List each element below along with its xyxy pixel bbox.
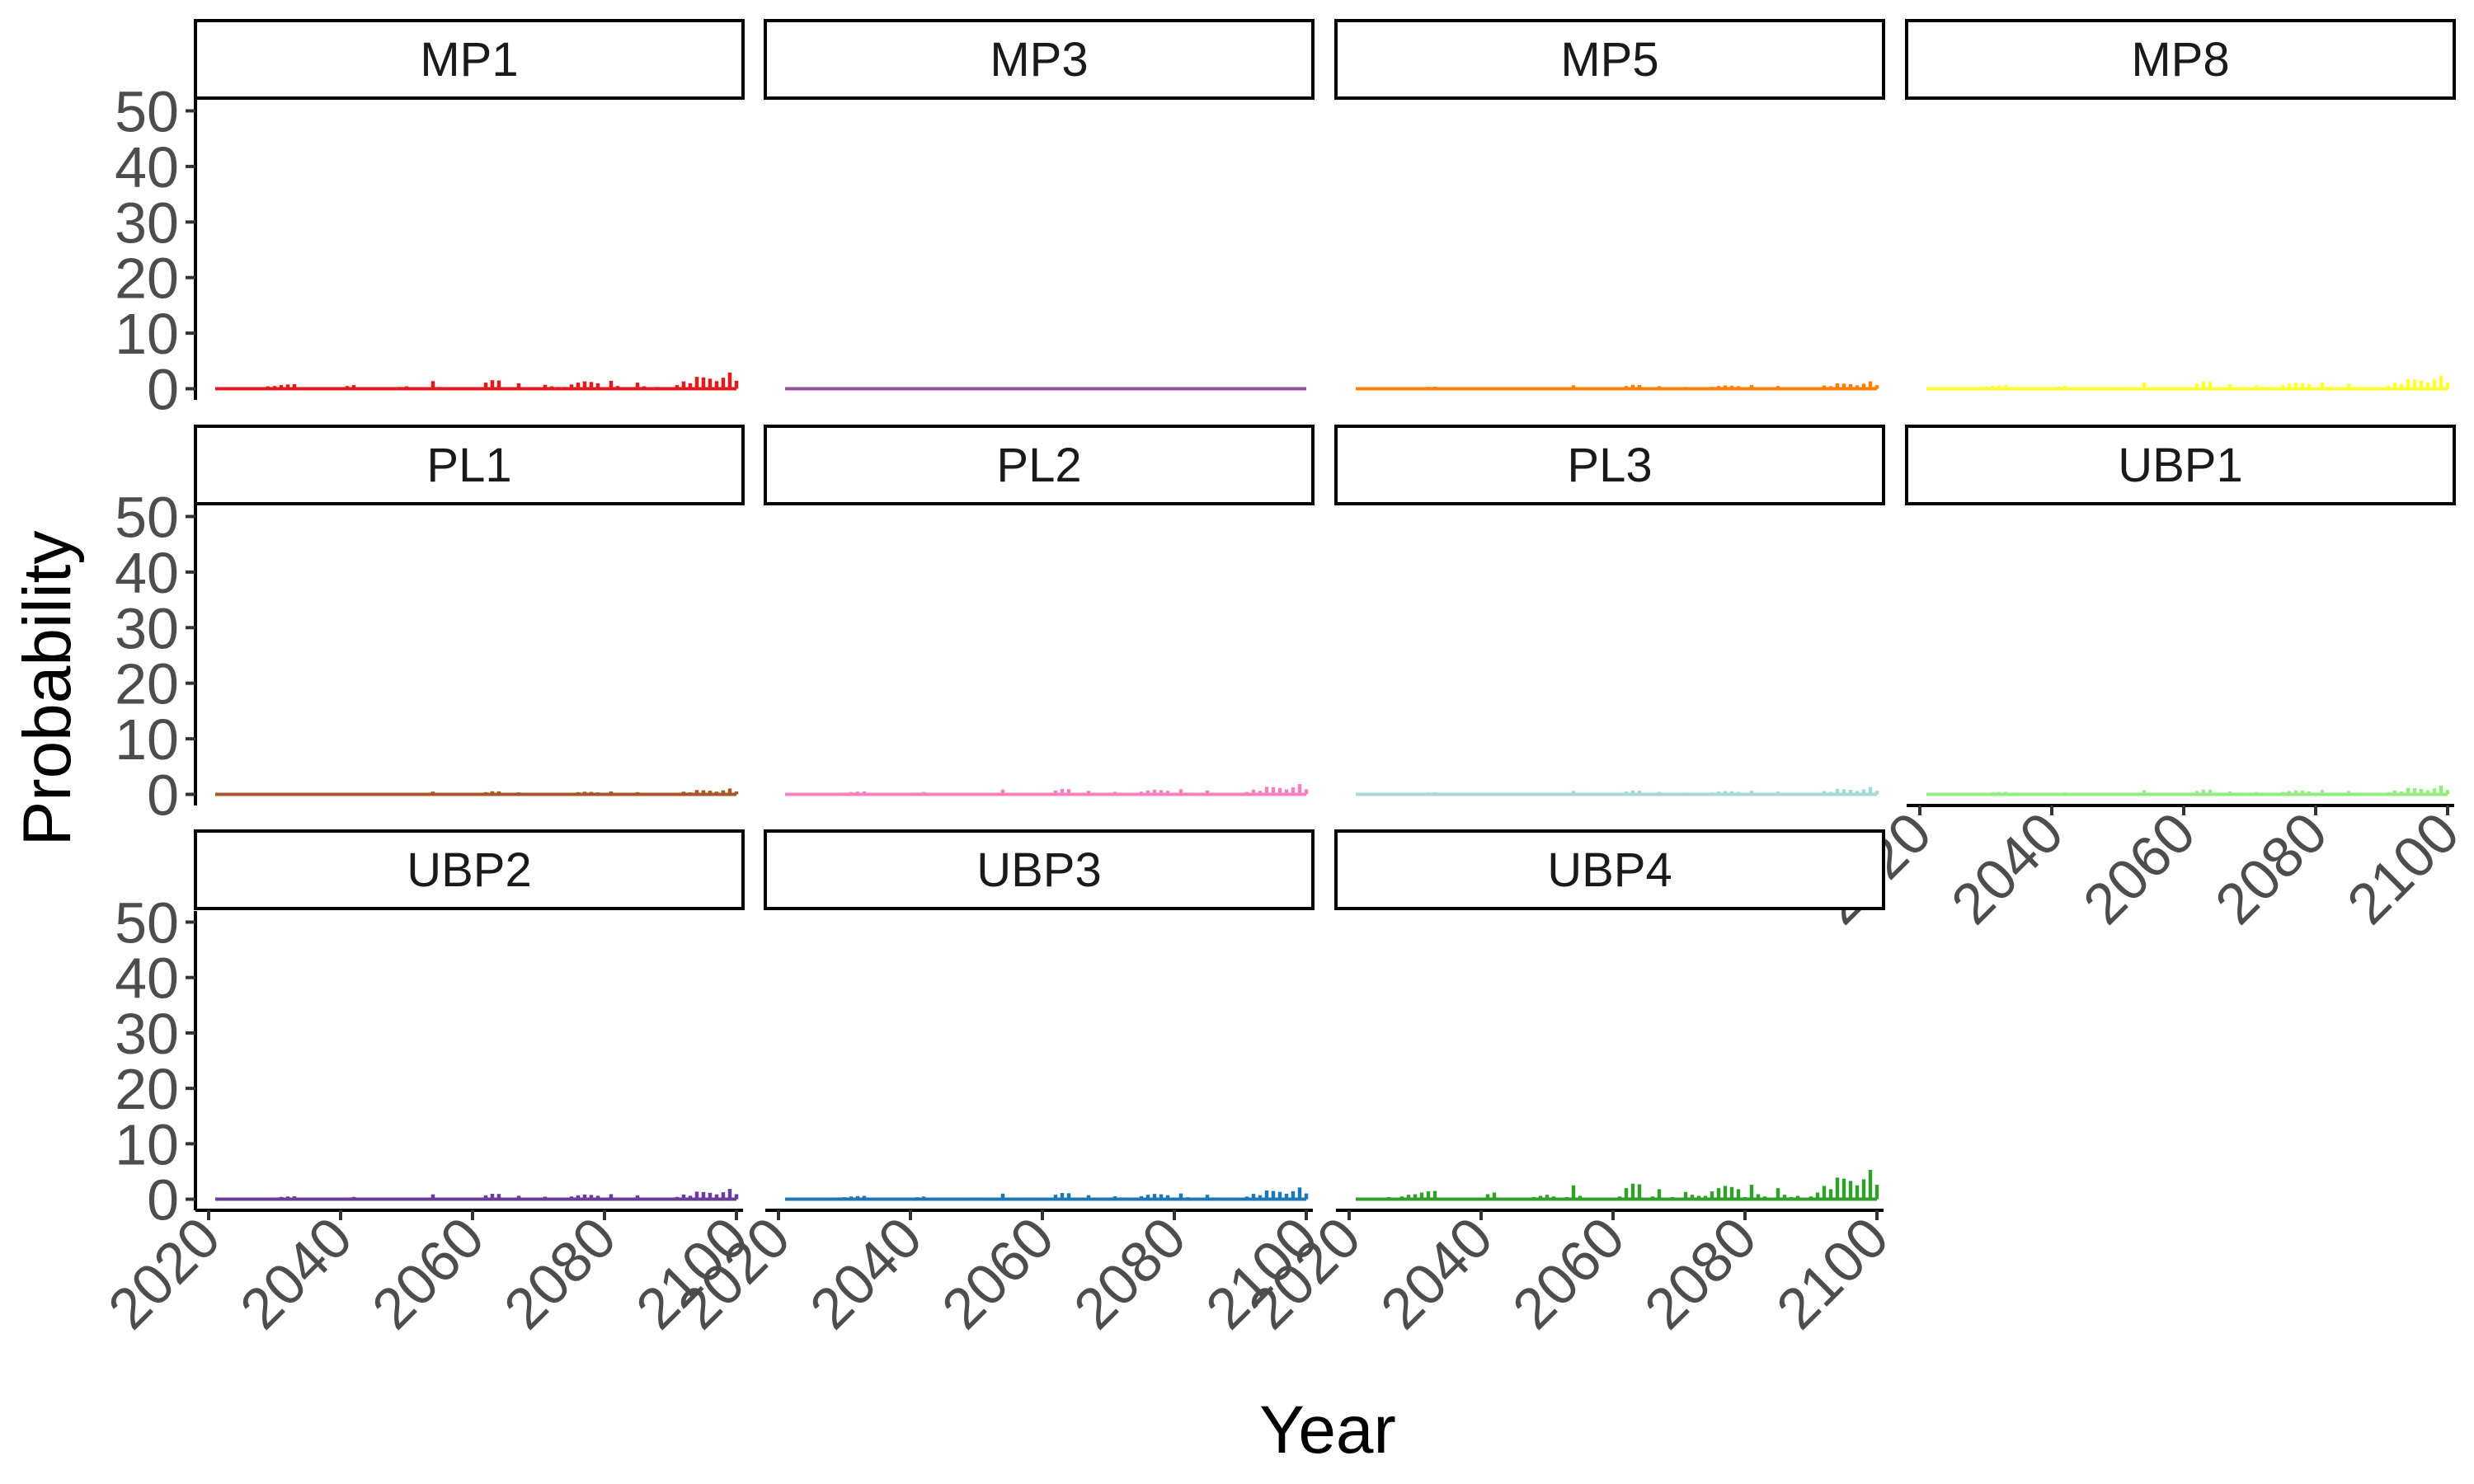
x-tick-label: 2100	[1764, 1205, 1900, 1341]
y-tick-label: 20	[115, 247, 179, 311]
x-tick-label: 2060	[929, 1205, 1065, 1341]
x-tick-label: 2060	[2071, 800, 2207, 936]
y-tick-label: 50	[115, 890, 179, 955]
strip-label: UBP4	[1547, 843, 1672, 897]
strip-label: MP5	[1560, 33, 1658, 87]
y-tick-label: 30	[115, 190, 179, 255]
x-tick-label: 2060	[360, 1205, 496, 1341]
x-tick-label: 2080	[1632, 1205, 1768, 1341]
x-tick-label: 2080	[1061, 1205, 1197, 1341]
x-axis-title: Year	[1259, 1392, 1396, 1468]
panel-mp3: MP3	[764, 19, 1315, 391]
y-tick-label: 40	[115, 135, 179, 200]
strip-box	[1334, 829, 1885, 910]
panel-mp5: MP5	[1334, 19, 1885, 391]
x-tick-label: 2060	[1500, 1205, 1636, 1341]
y-tick-label: 20	[115, 1057, 179, 1121]
strip-label: MP8	[2131, 33, 2229, 87]
y-tick-label: 10	[115, 1112, 179, 1176]
strip-box	[194, 425, 745, 505]
x-tick-label: 2040	[797, 1205, 934, 1341]
strip-box	[1334, 425, 1885, 505]
x-tick-label: 2100	[2335, 800, 2471, 936]
y-tick-label: 50	[115, 79, 179, 143]
strip-label: MP3	[990, 33, 1088, 87]
y-axis-title: Probability	[10, 531, 85, 847]
strip-label: UBP1	[2118, 439, 2243, 492]
y-tick-label: 10	[115, 707, 179, 772]
strip-label: PL3	[1567, 439, 1652, 492]
strip-box	[1334, 19, 1885, 100]
strip-label: UBP3	[976, 843, 1102, 897]
x-tick-label: 2080	[2203, 800, 2339, 936]
strip-label: PL2	[996, 439, 1081, 492]
x-tick-label: 2040	[1939, 800, 2075, 936]
strip-box	[194, 19, 745, 100]
y-tick-label: 0	[147, 358, 179, 422]
y-tick-label: 10	[115, 302, 179, 366]
y-tick-label: 40	[115, 541, 179, 605]
y-tick-label: 0	[147, 1168, 179, 1233]
panel-mp8: MP8	[1905, 19, 2456, 391]
y-tick-label: 30	[115, 596, 179, 660]
x-tick-label: 2040	[1368, 1205, 1504, 1341]
strip-box	[1905, 19, 2456, 100]
strip-box	[764, 19, 1315, 100]
y-tick-label: 40	[115, 946, 179, 1011]
strip-label: UBP2	[407, 843, 532, 897]
strip-box	[764, 829, 1315, 910]
strip-label: PL1	[426, 439, 511, 492]
panel-pl2: PL2	[764, 425, 1315, 796]
y-tick-label: 0	[147, 763, 179, 828]
strip-box	[194, 829, 745, 910]
x-tick-label: 2080	[492, 1205, 628, 1341]
strip-box	[1905, 425, 2456, 505]
y-tick-label: 50	[115, 485, 179, 549]
panel-ubp1: UBP120202040206020802100	[1807, 425, 2472, 937]
strip-label: MP1	[420, 33, 518, 87]
strip-box	[764, 425, 1315, 505]
y-tick-label: 20	[115, 652, 179, 716]
x-tick-label: 2040	[228, 1205, 364, 1341]
panel-pl3: PL3	[1334, 425, 1885, 796]
y-tick-label: 30	[115, 1002, 179, 1066]
